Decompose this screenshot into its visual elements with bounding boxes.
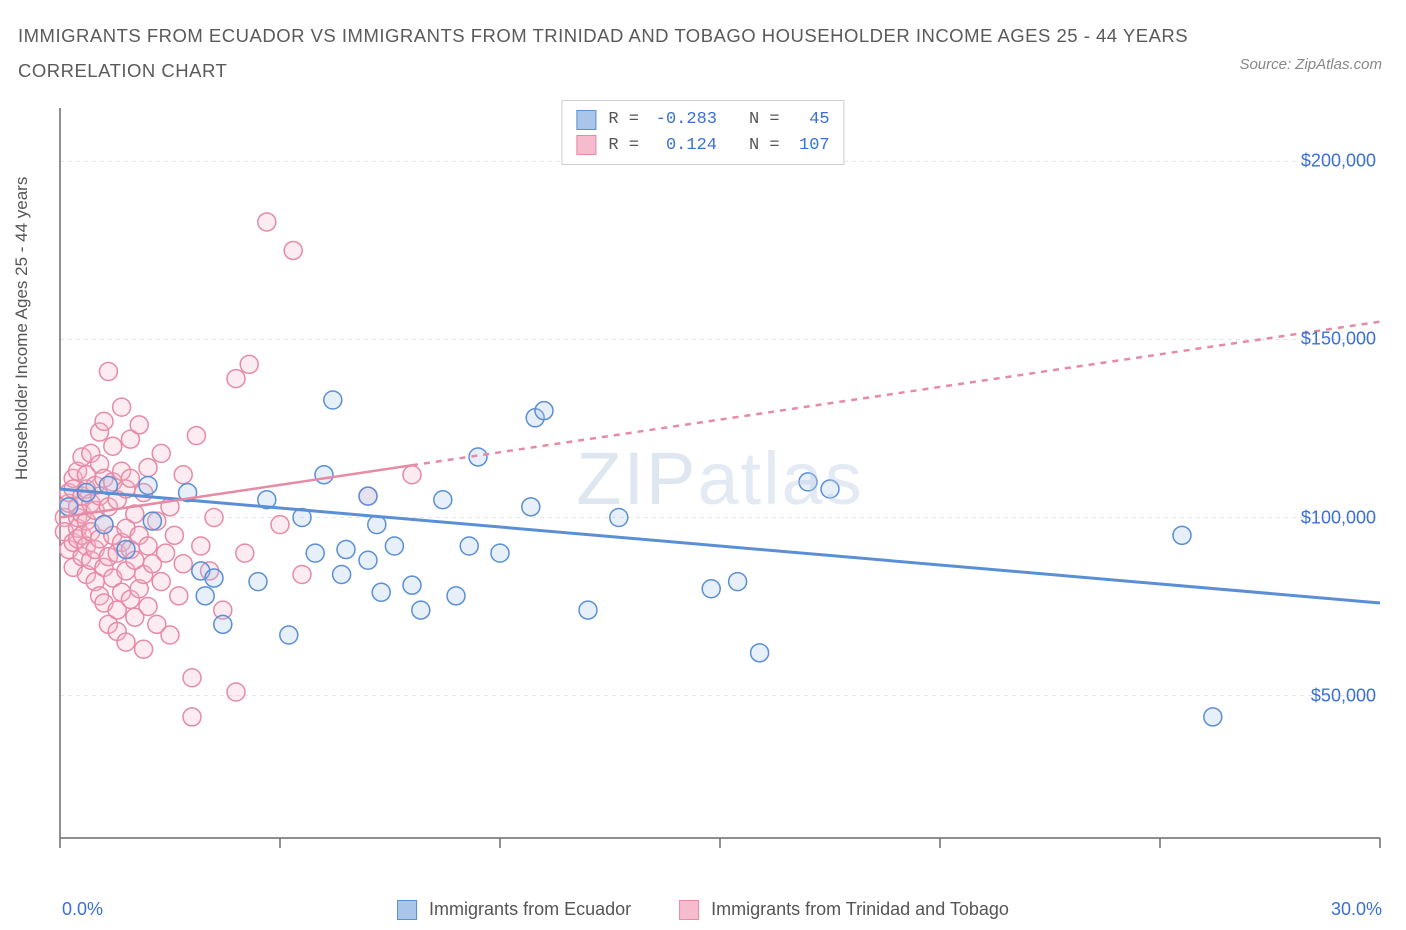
legend-swatch-ecuador: [576, 110, 596, 130]
n-label: N =: [749, 107, 780, 133]
chart-area: ZIPatlas $50,000$100,000$150,000$200,000: [54, 102, 1386, 872]
legend-row-ecuador: R = -0.283 N = 45: [576, 107, 829, 133]
correlation-legend-box: R = -0.283 N = 45 R = 0.124 N = 107: [561, 100, 844, 165]
chart-title-line1: IMMIGRANTS FROM ECUADOR VS IMMIGRANTS FR…: [18, 18, 1406, 53]
x-axis-max-label: 30.0%: [1331, 899, 1382, 920]
legend-item-trinidad: Immigrants from Trinidad and Tobago: [679, 899, 1009, 920]
n-value-trinidad: 107: [788, 133, 830, 159]
legend-item-ecuador: Immigrants from Ecuador: [397, 899, 631, 920]
y-tick-label: $50,000: [1311, 685, 1376, 706]
source-attribution: Source: ZipAtlas.com: [1239, 56, 1382, 73]
n-value-ecuador: 45: [788, 107, 830, 133]
bottom-legend: 0.0% Immigrants from Ecuador Immigrants …: [0, 899, 1406, 920]
y-tick-label: $150,000: [1301, 329, 1376, 350]
legend-swatch-trinidad-icon: [679, 900, 699, 920]
chart-title-line2: CORRELATION CHART: [18, 53, 1406, 88]
title-block: IMMIGRANTS FROM ECUADOR VS IMMIGRANTS FR…: [0, 0, 1406, 88]
r-value-ecuador: -0.283: [647, 107, 717, 133]
page-container: IMMIGRANTS FROM ECUADOR VS IMMIGRANTS FR…: [0, 0, 1406, 930]
scatter-plot-svg: [54, 102, 1386, 872]
legend-swatch-ecuador-icon: [397, 900, 417, 920]
y-tick-label: $100,000: [1301, 507, 1376, 528]
legend-label-ecuador: Immigrants from Ecuador: [429, 899, 631, 920]
r-label: R =: [608, 133, 639, 159]
r-value-trinidad: 0.124: [647, 133, 717, 159]
y-axis-label: Householder Income Ages 25 - 44 years: [12, 177, 32, 480]
legend-swatch-trinidad: [576, 135, 596, 155]
n-label: N =: [749, 133, 780, 159]
y-tick-label: $200,000: [1301, 151, 1376, 172]
x-axis-min-label: 0.0%: [62, 899, 103, 920]
legend-label-trinidad: Immigrants from Trinidad and Tobago: [711, 899, 1009, 920]
r-label: R =: [608, 107, 639, 133]
legend-row-trinidad: R = 0.124 N = 107: [576, 133, 829, 159]
